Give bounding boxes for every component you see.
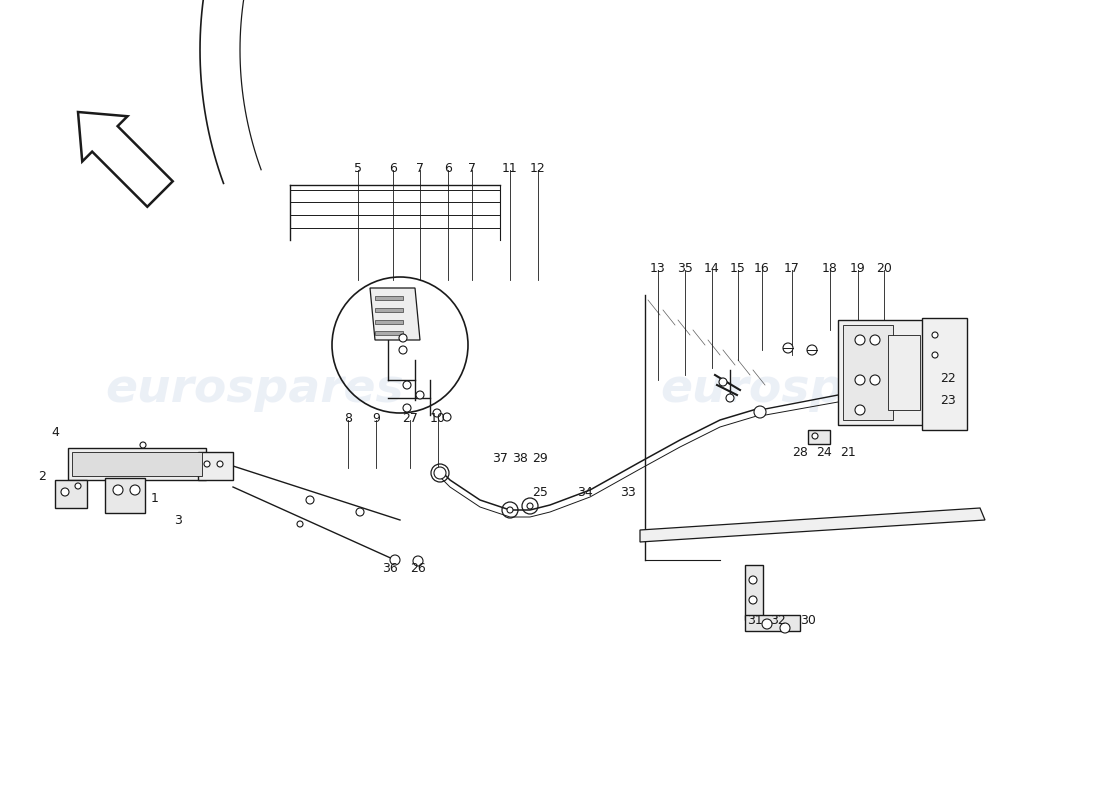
- Bar: [375, 296, 403, 300]
- Text: 15: 15: [730, 262, 746, 274]
- Text: 28: 28: [792, 446, 807, 458]
- Text: 2: 2: [39, 470, 46, 482]
- Circle shape: [762, 619, 772, 629]
- Text: 6: 6: [389, 162, 397, 174]
- Text: 21: 21: [840, 446, 856, 458]
- Text: 14: 14: [704, 262, 719, 274]
- Circle shape: [443, 413, 451, 421]
- Text: 5: 5: [354, 162, 362, 174]
- Bar: [375, 331, 403, 335]
- Text: 3: 3: [174, 514, 182, 526]
- Circle shape: [932, 332, 938, 338]
- Circle shape: [399, 334, 407, 342]
- Text: 22: 22: [940, 371, 956, 385]
- Text: 1: 1: [151, 491, 158, 505]
- Circle shape: [754, 406, 766, 418]
- Circle shape: [412, 556, 424, 566]
- Text: 26: 26: [410, 562, 426, 574]
- Bar: [375, 308, 403, 312]
- Text: 10: 10: [430, 411, 446, 425]
- Text: 4: 4: [51, 426, 59, 438]
- Text: 24: 24: [816, 446, 832, 458]
- Circle shape: [130, 485, 140, 495]
- Circle shape: [433, 409, 441, 417]
- Circle shape: [783, 343, 793, 353]
- Circle shape: [870, 375, 880, 385]
- Text: 32: 32: [770, 614, 785, 626]
- Circle shape: [217, 461, 223, 467]
- Bar: [72, 452, 202, 476]
- Circle shape: [780, 623, 790, 633]
- Circle shape: [855, 375, 865, 385]
- Circle shape: [390, 555, 400, 565]
- Circle shape: [403, 381, 411, 389]
- Text: 35: 35: [678, 262, 693, 274]
- Circle shape: [719, 378, 727, 386]
- Text: 31: 31: [747, 614, 763, 626]
- Bar: [55, 480, 87, 508]
- Text: 18: 18: [822, 262, 838, 274]
- Circle shape: [297, 521, 302, 527]
- Circle shape: [807, 345, 817, 355]
- Text: 12: 12: [530, 162, 546, 174]
- Text: 38: 38: [513, 451, 528, 465]
- Bar: [838, 320, 926, 425]
- Text: 16: 16: [755, 262, 770, 274]
- Text: eurospares: eurospares: [106, 367, 405, 413]
- Text: 36: 36: [382, 562, 398, 574]
- Text: 27: 27: [403, 411, 418, 425]
- Text: 8: 8: [344, 411, 352, 425]
- Text: 7: 7: [416, 162, 424, 174]
- Circle shape: [855, 405, 865, 415]
- Circle shape: [113, 485, 123, 495]
- Circle shape: [60, 488, 69, 496]
- Text: 6: 6: [444, 162, 452, 174]
- Bar: [375, 320, 403, 324]
- Circle shape: [726, 394, 734, 402]
- Bar: [68, 448, 206, 480]
- Bar: [198, 452, 233, 480]
- Circle shape: [507, 507, 513, 513]
- Circle shape: [416, 391, 424, 399]
- Text: 23: 23: [940, 394, 956, 406]
- Bar: [745, 565, 763, 620]
- Text: 17: 17: [784, 262, 800, 274]
- Text: 37: 37: [492, 451, 508, 465]
- Text: 30: 30: [800, 614, 816, 626]
- Circle shape: [870, 335, 880, 345]
- Text: 34: 34: [578, 486, 593, 498]
- Text: 11: 11: [502, 162, 518, 174]
- Circle shape: [812, 433, 818, 439]
- Circle shape: [140, 442, 146, 448]
- Text: 7: 7: [468, 162, 476, 174]
- Text: 13: 13: [650, 262, 666, 274]
- Circle shape: [75, 483, 81, 489]
- Circle shape: [527, 503, 534, 509]
- Text: 20: 20: [876, 262, 892, 274]
- Polygon shape: [370, 288, 420, 340]
- Bar: [808, 430, 830, 444]
- Circle shape: [855, 335, 865, 345]
- Circle shape: [204, 461, 210, 467]
- Circle shape: [749, 576, 757, 584]
- Text: 19: 19: [850, 262, 866, 274]
- Polygon shape: [640, 508, 984, 542]
- Bar: [843, 325, 893, 420]
- Circle shape: [403, 404, 411, 412]
- Circle shape: [932, 352, 938, 358]
- Bar: [888, 335, 920, 410]
- Circle shape: [356, 508, 364, 516]
- Text: 25: 25: [532, 486, 548, 498]
- Bar: [922, 318, 967, 430]
- Text: 9: 9: [372, 411, 379, 425]
- Bar: [104, 478, 145, 513]
- Bar: [745, 615, 800, 631]
- Circle shape: [399, 346, 407, 354]
- Text: eurospares: eurospares: [661, 367, 959, 413]
- Circle shape: [306, 496, 313, 504]
- Text: 33: 33: [620, 486, 636, 498]
- Text: 29: 29: [532, 451, 548, 465]
- Circle shape: [749, 596, 757, 604]
- Circle shape: [434, 467, 446, 479]
